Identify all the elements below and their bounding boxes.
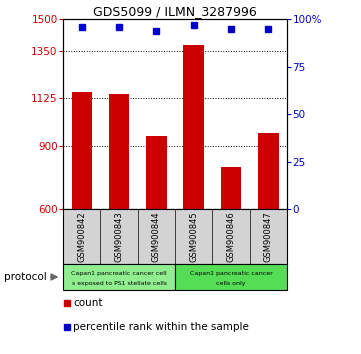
Bar <box>109 94 129 209</box>
Text: protocol: protocol <box>4 272 46 282</box>
Text: GSM900846: GSM900846 <box>227 211 235 262</box>
Bar <box>221 167 241 209</box>
Text: count: count <box>73 298 103 308</box>
Bar <box>146 136 167 209</box>
Text: GSM900843: GSM900843 <box>115 211 123 262</box>
Bar <box>183 45 204 209</box>
Text: GSM900844: GSM900844 <box>152 211 161 262</box>
Text: percentile rank within the sample: percentile rank within the sample <box>73 322 249 332</box>
Text: s exposed to PS1 stellate cells: s exposed to PS1 stellate cells <box>71 281 167 286</box>
Text: cells only: cells only <box>216 281 246 286</box>
Text: GSM900847: GSM900847 <box>264 211 273 262</box>
Text: GSM900845: GSM900845 <box>189 211 198 262</box>
Bar <box>258 133 279 209</box>
Bar <box>63 264 175 290</box>
Text: Capan1 pancreatic cancer: Capan1 pancreatic cancer <box>190 270 273 275</box>
Title: GDS5099 / ILMN_3287996: GDS5099 / ILMN_3287996 <box>93 5 257 18</box>
Text: Capan1 pancreatic cancer cell: Capan1 pancreatic cancer cell <box>71 270 167 275</box>
Text: GSM900842: GSM900842 <box>77 211 86 262</box>
Bar <box>175 264 287 290</box>
Bar <box>71 92 92 209</box>
